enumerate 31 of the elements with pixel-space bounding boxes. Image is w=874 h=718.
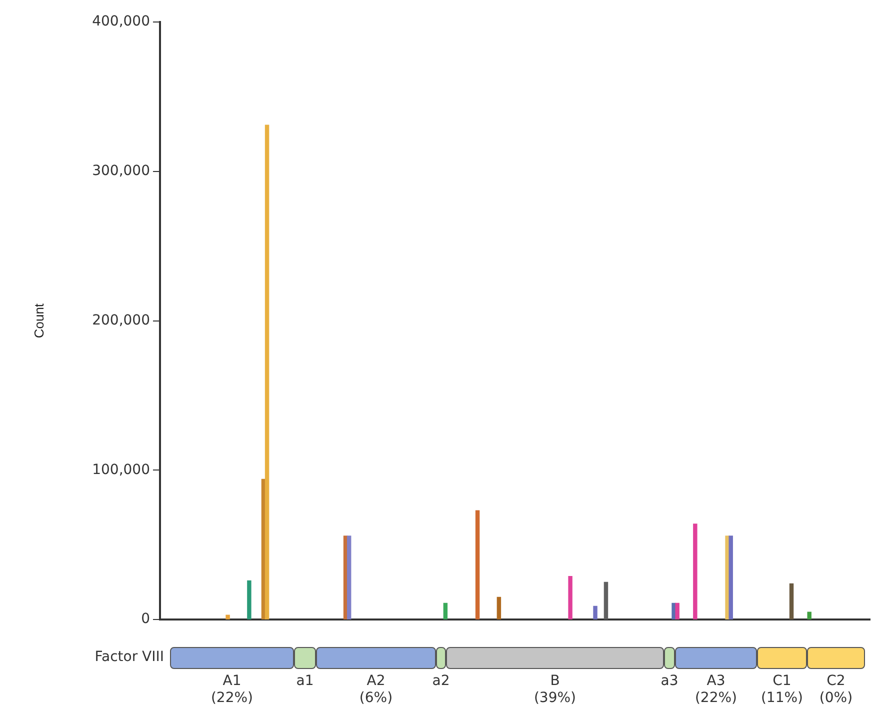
text: Factor VIII — [94, 649, 164, 665]
y-tick-label: 100,000 — [92, 462, 150, 478]
bar — [496, 596, 502, 620]
bar — [475, 510, 480, 620]
text: a3 — [660, 673, 680, 690]
text: a2 — [431, 673, 451, 690]
bar — [807, 612, 812, 620]
bar — [568, 576, 572, 620]
text: C1 (11%) — [760, 673, 804, 707]
text: A2 (6%) — [358, 673, 394, 707]
bar — [675, 602, 680, 620]
bar — [264, 124, 270, 620]
text: B (39%) — [533, 673, 577, 707]
text: A1 (22%) — [210, 673, 254, 707]
bar — [346, 536, 352, 620]
bar — [604, 582, 608, 620]
y-axis-title: Count — [31, 303, 46, 338]
y-tick-label: 400,000 — [92, 14, 150, 30]
bar — [226, 614, 230, 620]
bar — [693, 524, 698, 620]
bar — [728, 536, 733, 620]
bar — [247, 580, 252, 620]
text: C2 (0%) — [818, 673, 854, 707]
bar — [593, 606, 598, 620]
text: A3 (22%) — [694, 673, 738, 707]
y-tick-label: 300,000 — [92, 163, 150, 180]
bar — [443, 602, 448, 620]
text: a1 — [295, 673, 315, 690]
bar — [789, 583, 794, 620]
y-tick-label: 200,000 — [92, 312, 150, 328]
y-tick-label: 0 — [141, 611, 150, 628]
